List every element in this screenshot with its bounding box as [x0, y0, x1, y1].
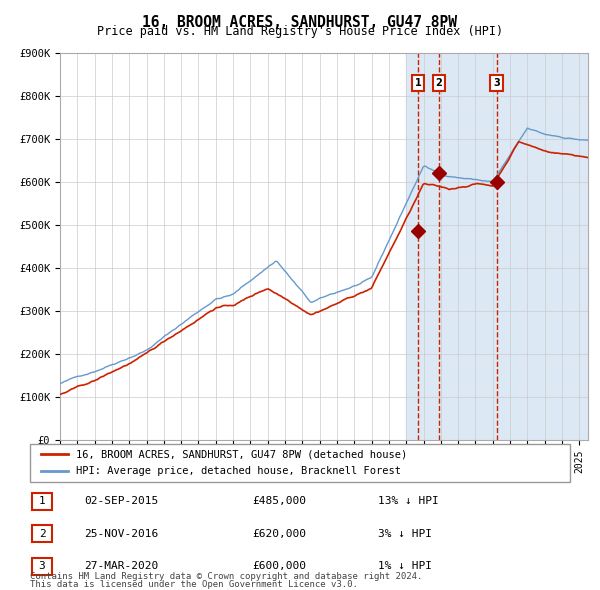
Bar: [406, 53, 588, 440]
Text: 3% ↓ HPI: 3% ↓ HPI: [378, 529, 432, 539]
Text: 27-MAR-2020: 27-MAR-2020: [84, 561, 158, 571]
Text: £485,000: £485,000: [252, 496, 306, 506]
Text: 1% ↓ HPI: 1% ↓ HPI: [378, 561, 432, 571]
Text: 16, BROOM ACRES, SANDHURST, GU47 8PW (detached house): 16, BROOM ACRES, SANDHURST, GU47 8PW (de…: [76, 450, 407, 460]
Text: 13% ↓ HPI: 13% ↓ HPI: [378, 496, 439, 506]
Text: Contains HM Land Registry data © Crown copyright and database right 2024.: Contains HM Land Registry data © Crown c…: [30, 572, 422, 581]
Text: £620,000: £620,000: [252, 529, 306, 539]
Text: HPI: Average price, detached house, Bracknell Forest: HPI: Average price, detached house, Brac…: [76, 466, 401, 476]
FancyBboxPatch shape: [30, 444, 570, 482]
Text: 16, BROOM ACRES, SANDHURST, GU47 8PW: 16, BROOM ACRES, SANDHURST, GU47 8PW: [143, 15, 458, 30]
Text: 02-SEP-2015: 02-SEP-2015: [84, 496, 158, 506]
Text: This data is licensed under the Open Government Licence v3.0.: This data is licensed under the Open Gov…: [30, 580, 358, 589]
Text: 2: 2: [38, 529, 46, 539]
Text: Price paid vs. HM Land Registry's House Price Index (HPI): Price paid vs. HM Land Registry's House …: [97, 25, 503, 38]
Text: 1: 1: [38, 496, 46, 506]
Text: 1: 1: [415, 78, 421, 88]
Text: 2: 2: [436, 78, 442, 88]
FancyBboxPatch shape: [32, 558, 52, 575]
FancyBboxPatch shape: [32, 525, 52, 542]
Text: 25-NOV-2016: 25-NOV-2016: [84, 529, 158, 539]
Text: 3: 3: [493, 78, 500, 88]
Text: £600,000: £600,000: [252, 561, 306, 571]
FancyBboxPatch shape: [32, 493, 52, 510]
Text: 3: 3: [38, 561, 46, 571]
